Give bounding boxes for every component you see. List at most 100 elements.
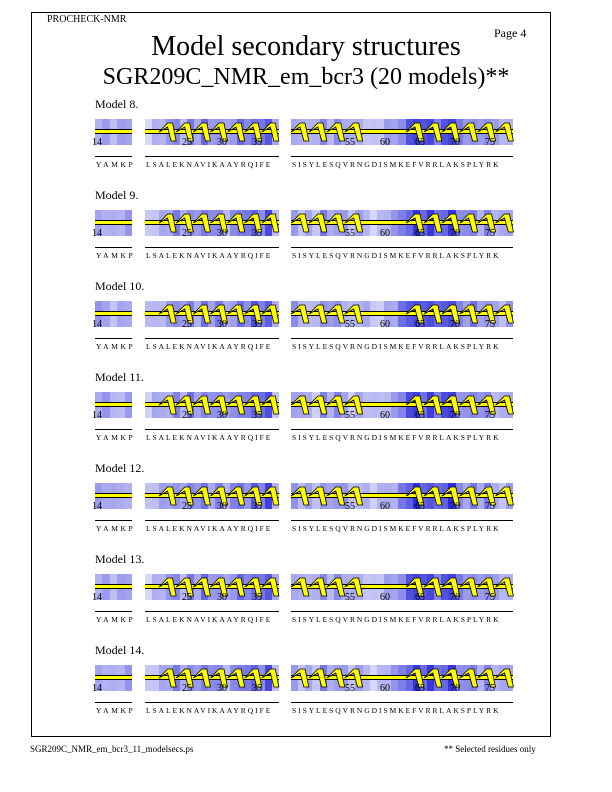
helix-ribbon [405, 213, 514, 233]
footer-filename: SGR209C_NMR_em_bcr3_11_modelsecs.ps [30, 744, 194, 754]
model-label: Model 14. [95, 643, 145, 657]
model-panel: Model 8. YAMKP 14 LSALEKNAVIKAAYRQIFE 25 30 35… [0, 97, 612, 187]
residue-tick-label: 70 [450, 592, 460, 603]
residue-tick-label: 35 [252, 137, 262, 148]
start-residue-label: 14 [92, 592, 102, 603]
residue-tick-label: 55 [345, 683, 355, 694]
helix-ribbon [405, 668, 514, 688]
sequence-text: YAMKP [96, 615, 136, 624]
sequence-text: LSALEKNAVIKAAYRQIFE [146, 342, 273, 351]
sequence-text: SISYLESQVRNGDISMKEFVRRLAKSPLYRK [292, 615, 501, 624]
sequence-rule [145, 156, 279, 157]
sequence-rule [291, 247, 513, 248]
helix-ribbon [290, 395, 364, 415]
residue-tick-label: 75 [485, 228, 495, 239]
residue-tick-label: 70 [450, 319, 460, 330]
residue-tick-label: 75 [485, 319, 495, 330]
sequence-text: YAMKP [96, 433, 136, 442]
residue-tick-label: 30 [217, 410, 227, 421]
sequence-rule [145, 702, 279, 703]
residue-tick-label: 25 [182, 683, 192, 694]
helix-ribbon [158, 486, 280, 506]
coil-tube [291, 493, 513, 498]
sequence-text: YAMKP [96, 160, 136, 169]
model-panel: Model 11. YAMKP 14 LSALEKNAVIKAAYRQIFE 25 30 3… [0, 370, 612, 460]
helix-ribbon [158, 304, 280, 324]
residue-tick-label: 30 [217, 137, 227, 148]
residue-tick-label: 25 [182, 410, 192, 421]
coil-tube [291, 584, 513, 589]
start-residue-label: 14 [92, 501, 102, 512]
coil-tube [291, 311, 513, 316]
helix-ribbon [405, 577, 514, 597]
coil-tube [291, 220, 513, 225]
sequence-rule [95, 338, 132, 339]
sequence-rule [291, 611, 513, 612]
residue-tick-label: 75 [485, 137, 495, 148]
coil-tube [95, 129, 132, 134]
model-label: Model 8. [95, 97, 139, 111]
sequence-text: YAMKP [96, 251, 136, 260]
model-panel: Model 14. YAMKP 14 LSALEKNAVIKAAYRQIFE 25 30 3… [0, 643, 612, 733]
sequence-text: SISYLESQVRNGDISMKEFVRRLAKSPLYRK [292, 160, 501, 169]
helix-ribbon [290, 577, 364, 597]
sequence-text: LSALEKNAVIKAAYRQIFE [146, 433, 273, 442]
residue-tick-label: 60 [380, 137, 390, 148]
residue-tick-label: 65 [415, 319, 425, 330]
helix-ribbon [158, 577, 280, 597]
helix-ribbon [290, 668, 364, 688]
sequence-rule [95, 520, 132, 521]
residue-tick-label: 75 [485, 410, 495, 421]
residue-tick-label: 30 [217, 228, 227, 239]
coil-tube [95, 584, 132, 589]
model-panel: Model 10. YAMKP 14 LSALEKNAVIKAAYRQIFE 25 30 3… [0, 279, 612, 369]
sequence-rule [291, 429, 513, 430]
sequence-text: YAMKP [96, 342, 136, 351]
sequence-rule [95, 247, 132, 248]
sequence-text: YAMKP [96, 524, 136, 533]
model-label: Model 11. [95, 370, 144, 384]
model-panel: Model 9. YAMKP 14 LSALEKNAVIKAAYRQIFE 25 30 35… [0, 188, 612, 278]
helix-ribbon [290, 122, 364, 142]
residue-tick-label: 75 [485, 501, 495, 512]
coil-tube [95, 675, 132, 680]
sequence-rule [145, 247, 279, 248]
page-number: Page 4 [494, 26, 527, 40]
sequence-rule [95, 429, 132, 430]
model-panel: Model 13. YAMKP 14 LSALEKNAVIKAAYRQIFE 25 30 3… [0, 552, 612, 642]
residue-tick-label: 65 [415, 501, 425, 512]
residue-tick-label: 65 [415, 592, 425, 603]
residue-tick-label: 35 [252, 501, 262, 512]
coil-tube [95, 493, 132, 498]
residue-tick-label: 70 [450, 410, 460, 421]
residue-tick-label: 60 [380, 592, 390, 603]
sequence-rule [291, 338, 513, 339]
helix-ribbon [405, 486, 514, 506]
residue-tick-label: 30 [217, 501, 227, 512]
helix-ribbon [405, 304, 514, 324]
sequence-rule [145, 338, 279, 339]
helix-ribbon [290, 213, 364, 233]
coil-tube [95, 220, 132, 225]
start-residue-label: 14 [92, 410, 102, 421]
residue-tick-label: 70 [450, 501, 460, 512]
residue-tick-label: 60 [380, 319, 390, 330]
residue-tick-label: 70 [450, 228, 460, 239]
residue-tick-label: 55 [345, 501, 355, 512]
model-label: Model 13. [95, 552, 145, 566]
residue-tick-label: 70 [450, 683, 460, 694]
program-name: PROCHECK-NMR [47, 14, 127, 25]
sequence-text: SISYLESQVRNGDISMKEFVRRLAKSPLYRK [292, 342, 501, 351]
start-residue-label: 14 [92, 319, 102, 330]
helix-ribbon [158, 122, 280, 142]
model-panel: Model 12. YAMKP 14 LSALEKNAVIKAAYRQIFE 25 30 3… [0, 461, 612, 551]
helix-ribbon [158, 213, 280, 233]
coil-tube [291, 129, 513, 134]
residue-tick-label: 60 [380, 410, 390, 421]
page-subtitle: SGR209C_NMR_em_bcr3 (20 models)** [102, 64, 510, 90]
residue-tick-label: 70 [450, 137, 460, 148]
sequence-text: LSALEKNAVIKAAYRQIFE [146, 706, 273, 715]
residue-tick-label: 35 [252, 228, 262, 239]
residue-tick-label: 75 [485, 683, 495, 694]
sequence-rule [145, 611, 279, 612]
